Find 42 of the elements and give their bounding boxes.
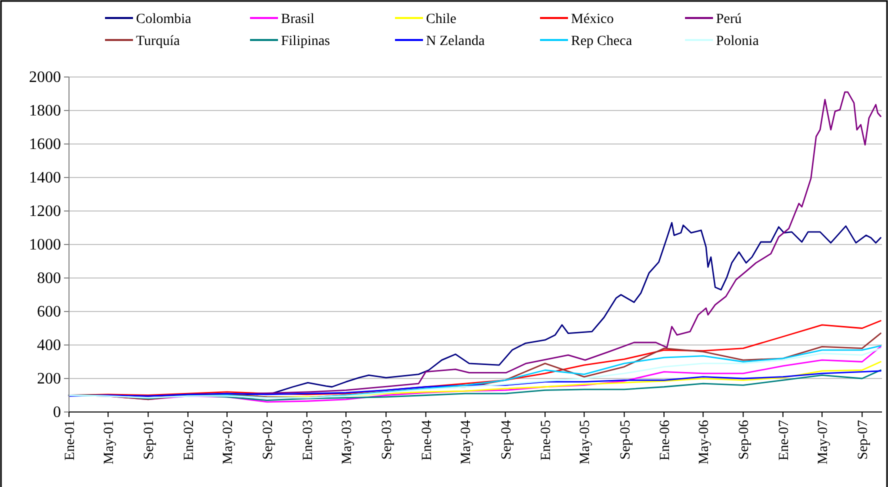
- y-tick-label: 400: [37, 337, 61, 354]
- legend-label: Chile: [426, 12, 456, 27]
- x-tick-label: May-04: [459, 420, 474, 464]
- y-tick-label: 800: [37, 270, 61, 287]
- legend-label: Perú: [716, 12, 742, 27]
- legend-label: México: [571, 12, 614, 27]
- legend-label: Rep Checa: [571, 34, 633, 49]
- y-tick-label: 1000: [29, 236, 61, 254]
- x-tick-label: Sep-05: [618, 420, 634, 460]
- legend-label: N Zelanda: [426, 34, 486, 49]
- x-tick-label: Ene-02: [182, 420, 197, 460]
- y-tick-label: 2000: [29, 69, 61, 86]
- legend-label: Turquía: [136, 34, 181, 49]
- y-tick-label: 1200: [29, 203, 61, 220]
- x-tick-label: Sep-04: [499, 420, 514, 460]
- y-tick-label: 200: [37, 370, 61, 388]
- x-tick-label: May-06: [697, 420, 712, 464]
- x-tick-label: Sep-03: [380, 420, 396, 460]
- x-tick-label: Ene-04: [420, 420, 435, 460]
- y-tick-label: 1600: [29, 136, 61, 153]
- x-tick-label: Sep-02: [261, 420, 276, 460]
- legend-label: Filipinas: [281, 34, 330, 49]
- x-tick-label: Ene-05: [539, 420, 554, 460]
- x-tick-label: May-02: [221, 420, 236, 464]
- x-tick-label: Ene-06: [658, 420, 674, 460]
- legend-label: Brasil: [281, 12, 315, 27]
- x-tick-label: May-05: [578, 420, 594, 464]
- legend-label: Polonia: [716, 34, 760, 49]
- y-tick-label: 1800: [29, 102, 61, 120]
- y-tick-label: 1400: [29, 170, 61, 186]
- x-tick-label: Ene-03: [300, 420, 316, 460]
- x-tick-label: May-01: [102, 420, 118, 464]
- x-tick-label: Sep-07: [856, 420, 872, 460]
- x-tick-label: Sep-01: [142, 420, 158, 460]
- y-tick-label: 0: [53, 404, 61, 421]
- x-tick-label: Sep-06: [737, 420, 752, 460]
- x-tick-label: Ene-07: [776, 420, 792, 460]
- x-tick-label: May-07: [816, 420, 832, 464]
- x-tick-label: May-03: [340, 420, 355, 464]
- x-tick-label: Ene-01: [63, 420, 78, 460]
- legend-label: Colombia: [136, 12, 192, 27]
- y-tick-label: 600: [37, 304, 61, 320]
